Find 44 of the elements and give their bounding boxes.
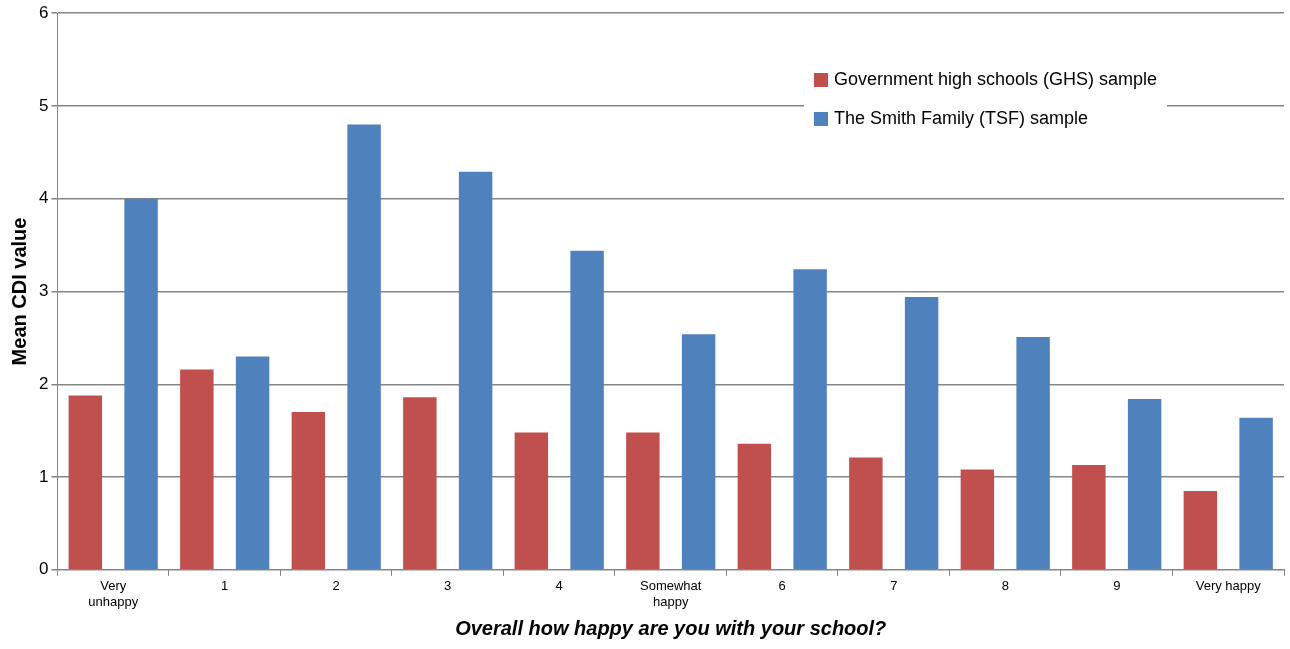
bar <box>235 356 270 570</box>
bar <box>403 397 437 570</box>
y-tick-label: 5 <box>38 95 49 115</box>
x-axis-title: Overall how happy are you with your school? <box>455 616 887 639</box>
x-tick-label: 8 <box>1001 578 1009 594</box>
x-tick-label: 2 <box>332 578 340 594</box>
x-tick-label: 3 <box>444 578 452 594</box>
bar <box>626 432 660 570</box>
x-tick-label: Very happy <box>1195 578 1262 594</box>
bar <box>347 124 381 570</box>
bar <box>849 457 883 570</box>
bar <box>1016 336 1050 570</box>
x-tick-label: 6 <box>778 578 786 594</box>
bar <box>514 432 549 570</box>
y-axis-title: Mean CDI value <box>7 217 30 366</box>
bar <box>681 334 716 570</box>
y-tick-label: 0 <box>38 559 49 579</box>
bar <box>1127 399 1162 570</box>
y-tick-label: 1 <box>38 466 49 486</box>
bar <box>1239 417 1273 570</box>
legend-label: The Smith Family (TSF) sample <box>834 108 1089 130</box>
x-tick-label: 4 <box>555 578 563 594</box>
y-tick-label: 2 <box>38 373 49 393</box>
y-tick-label: 3 <box>38 281 49 301</box>
x-tick-label: 1 <box>221 578 229 594</box>
bar <box>904 297 939 570</box>
y-tick-label: 6 <box>38 2 49 22</box>
bar <box>570 250 604 570</box>
bar <box>458 171 493 570</box>
bar <box>68 395 103 570</box>
x-tick-label: 9 <box>1113 578 1121 594</box>
bar <box>180 369 214 570</box>
x-tick-label: Somewhat happy <box>640 578 702 609</box>
bar <box>737 443 772 570</box>
bar <box>124 198 158 570</box>
y-tick-label: 4 <box>38 188 49 208</box>
bar <box>291 412 326 570</box>
x-tick-label: 7 <box>890 578 898 594</box>
bar <box>1183 490 1218 570</box>
bar <box>793 269 827 570</box>
bar <box>960 469 995 570</box>
bar <box>1072 464 1106 570</box>
x-tick-label: Very unhappy <box>88 578 139 609</box>
legend-label: Government high schools (GHS) sample <box>834 69 1158 91</box>
